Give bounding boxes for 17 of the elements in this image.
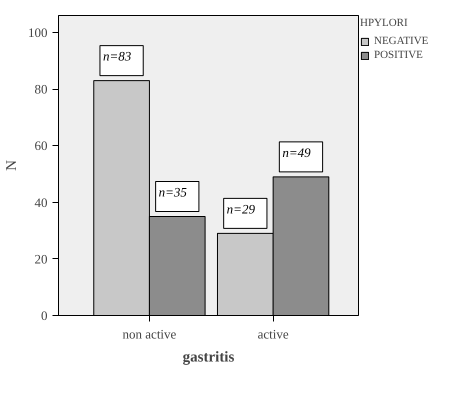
x-axis-title: gastritis [182,350,234,366]
y-tick-label: 40 [34,194,48,210]
y-tick-label: 20 [34,251,48,266]
x-tick-label: active [258,326,289,342]
x-tick-label: non active [122,326,177,342]
y-tick-label: 0 [41,308,48,323]
y-tick-label: 80 [34,82,48,97]
y-tick-label: 60 [34,138,48,154]
legend-title: HPYLORI [360,17,409,29]
legend-label: NEGATIVE [374,34,428,48]
y-tick-label: 100 [28,24,48,40]
data-label: n=35 [158,184,188,200]
data-label: n=29 [226,201,256,216]
y-axis-title: N [4,160,20,171]
data-label: n=83 [102,48,132,64]
data-label: n=49 [282,144,312,160]
legend-label: POSITIVE [374,48,423,62]
